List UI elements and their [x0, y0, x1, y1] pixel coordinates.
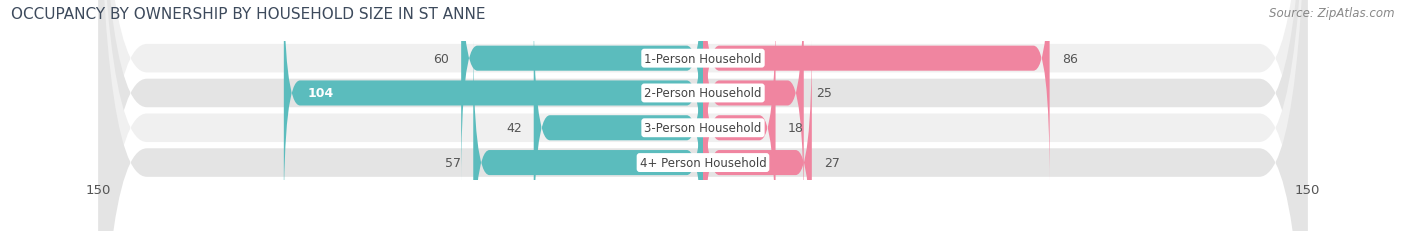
Text: 27: 27: [824, 156, 839, 169]
Text: 1-Person Household: 1-Person Household: [644, 52, 762, 65]
Text: 104: 104: [308, 87, 335, 100]
FancyBboxPatch shape: [703, 2, 776, 231]
Text: 86: 86: [1062, 52, 1077, 65]
FancyBboxPatch shape: [284, 0, 703, 220]
Text: 3-Person Household: 3-Person Household: [644, 122, 762, 135]
Text: 60: 60: [433, 52, 449, 65]
Text: 18: 18: [787, 122, 803, 135]
FancyBboxPatch shape: [703, 0, 1050, 185]
Text: 4+ Person Household: 4+ Person Household: [640, 156, 766, 169]
FancyBboxPatch shape: [98, 0, 1308, 231]
Text: OCCUPANCY BY OWNERSHIP BY HOUSEHOLD SIZE IN ST ANNE: OCCUPANCY BY OWNERSHIP BY HOUSEHOLD SIZE…: [11, 7, 485, 22]
Text: 2-Person Household: 2-Person Household: [644, 87, 762, 100]
FancyBboxPatch shape: [534, 2, 703, 231]
FancyBboxPatch shape: [98, 0, 1308, 231]
Text: Source: ZipAtlas.com: Source: ZipAtlas.com: [1270, 7, 1395, 20]
FancyBboxPatch shape: [474, 37, 703, 231]
Text: 42: 42: [506, 122, 522, 135]
FancyBboxPatch shape: [703, 0, 804, 220]
FancyBboxPatch shape: [461, 0, 703, 185]
FancyBboxPatch shape: [703, 37, 811, 231]
FancyBboxPatch shape: [98, 0, 1308, 231]
FancyBboxPatch shape: [98, 0, 1308, 231]
Text: 25: 25: [815, 87, 832, 100]
Text: 57: 57: [446, 156, 461, 169]
